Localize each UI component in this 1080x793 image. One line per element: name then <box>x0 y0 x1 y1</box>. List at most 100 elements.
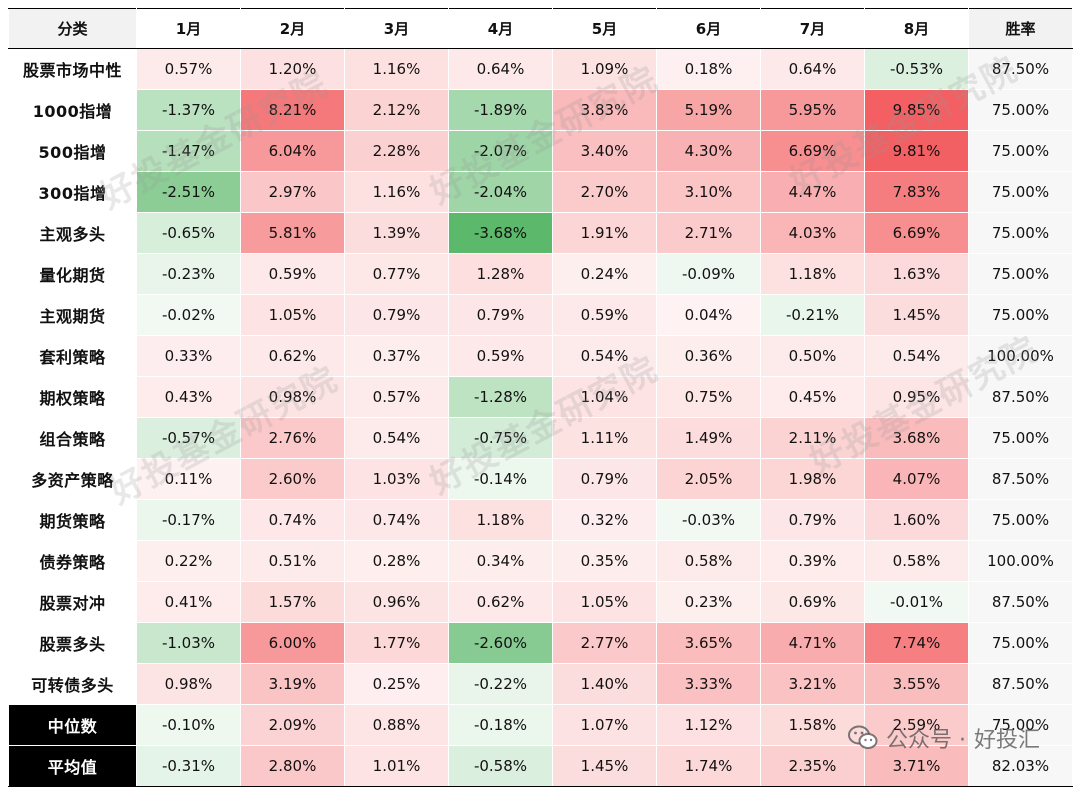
row-label: 主观期货 <box>8 294 137 336</box>
value-cell: 3.10% <box>656 171 761 213</box>
value-cell: -0.22% <box>448 663 553 705</box>
row-label: 期权策略 <box>8 376 137 418</box>
value-cell: 0.43% <box>136 376 241 418</box>
value-cell: 1.60% <box>864 499 969 541</box>
value-cell: 0.54% <box>864 335 969 377</box>
value-cell: 2.12% <box>344 89 449 131</box>
row-label: 套利策略 <box>8 335 137 377</box>
value-cell: 5.95% <box>760 89 865 131</box>
table-row: 1000指增 -1.37% 8.21% 2.12% -1.89% 3.83% 5.19% 5.… <box>8 89 1073 131</box>
value-cell: 0.79% <box>448 294 553 336</box>
value-cell: -1.37% <box>136 89 241 131</box>
value-cell: 4.30% <box>656 130 761 172</box>
header-row: 分类 1月 2月 3月 4月 5月 6月 7月 8月 胜率 <box>8 8 1073 49</box>
value-cell: 0.18% <box>656 48 761 90</box>
header-month: 8月 <box>864 8 969 49</box>
value-cell: 0.35% <box>552 540 657 582</box>
value-cell: 9.85% <box>864 89 969 131</box>
row-label: 中位数 <box>8 704 137 746</box>
header-month: 4月 <box>448 8 553 49</box>
row-label: 多资产策略 <box>8 458 137 500</box>
value-cell: 7.74% <box>864 622 969 664</box>
value-cell: 2.09% <box>240 704 345 746</box>
win-rate-cell: 87.50% <box>968 376 1073 418</box>
table-row: 股票市场中性 0.57% 1.20% 1.16% 0.64% 1.09% 0.18% 0.64… <box>8 48 1073 90</box>
value-cell: 0.96% <box>344 581 449 623</box>
value-cell: -2.04% <box>448 171 553 213</box>
header-month: 7月 <box>760 8 865 49</box>
value-cell: 2.71% <box>656 212 761 254</box>
win-rate-cell: 75.00% <box>968 253 1073 295</box>
value-cell: 2.77% <box>552 622 657 664</box>
header-month: 5月 <box>552 8 657 49</box>
value-cell: -0.02% <box>136 294 241 336</box>
value-cell: 0.59% <box>448 335 553 377</box>
value-cell: 1.40% <box>552 663 657 705</box>
value-cell: 0.95% <box>864 376 969 418</box>
value-cell: 2.70% <box>552 171 657 213</box>
value-cell: -0.10% <box>136 704 241 746</box>
value-cell: -0.01% <box>864 581 969 623</box>
row-label: 股票对冲 <box>8 581 137 623</box>
win-rate-cell: 100.00% <box>968 540 1073 582</box>
row-label: 量化期货 <box>8 253 137 295</box>
value-cell: 1.74% <box>656 745 761 787</box>
row-label: 债券策略 <box>8 540 137 582</box>
value-cell: 0.34% <box>448 540 553 582</box>
value-cell: 1.91% <box>552 212 657 254</box>
value-cell: -0.23% <box>136 253 241 295</box>
value-cell: 0.74% <box>240 499 345 541</box>
value-cell: 0.69% <box>760 581 865 623</box>
value-cell: 0.98% <box>240 376 345 418</box>
table-row: 期货策略 -0.17% 0.74% 0.74% 1.18% 0.32% -0.03% 0.79… <box>8 499 1073 541</box>
value-cell: 1.57% <box>240 581 345 623</box>
value-cell: 1.12% <box>656 704 761 746</box>
row-label: 股票多头 <box>8 622 137 664</box>
value-cell: 4.47% <box>760 171 865 213</box>
value-cell: 2.59% <box>864 704 969 746</box>
row-label: 期货策略 <box>8 499 137 541</box>
header-month: 1月 <box>136 8 241 49</box>
table-body: 股票市场中性 0.57% 1.20% 1.16% 0.64% 1.09% 0.18% 0.64… <box>8 48 1073 787</box>
value-cell: 0.50% <box>760 335 865 377</box>
value-cell: -0.58% <box>448 745 553 787</box>
value-cell: 3.83% <box>552 89 657 131</box>
value-cell: 0.59% <box>240 253 345 295</box>
value-cell: 2.76% <box>240 417 345 459</box>
value-cell: 1.09% <box>552 48 657 90</box>
value-cell: 0.41% <box>136 581 241 623</box>
win-rate-cell: 100.00% <box>968 335 1073 377</box>
header-win-rate: 胜率 <box>968 8 1073 49</box>
table-row: 平均值 -0.31% 2.80% 1.01% -0.58% 1.45% 1.74% 2.35%… <box>8 745 1073 787</box>
win-rate-cell: 87.50% <box>968 663 1073 705</box>
value-cell: 0.36% <box>656 335 761 377</box>
value-cell: 3.55% <box>864 663 969 705</box>
value-cell: 1.04% <box>552 376 657 418</box>
table-row: 多资产策略 0.11% 2.60% 1.03% -0.14% 0.79% 2.05% 1.98… <box>8 458 1073 500</box>
value-cell: 0.59% <box>552 294 657 336</box>
value-cell: 2.35% <box>760 745 865 787</box>
value-cell: 9.81% <box>864 130 969 172</box>
value-cell: -0.31% <box>136 745 241 787</box>
value-cell: 1.16% <box>344 171 449 213</box>
value-cell: -2.51% <box>136 171 241 213</box>
table-row: 可转债多头 0.98% 3.19% 0.25% -0.22% 1.40% 3.33% 3.21… <box>8 663 1073 705</box>
value-cell: 2.97% <box>240 171 345 213</box>
value-cell: 1.03% <box>344 458 449 500</box>
value-cell: 3.33% <box>656 663 761 705</box>
value-cell: 7.83% <box>864 171 969 213</box>
value-cell: 0.33% <box>136 335 241 377</box>
row-label: 平均值 <box>8 745 137 787</box>
value-cell: 0.75% <box>656 376 761 418</box>
win-rate-cell: 75.00% <box>968 417 1073 459</box>
table-row: 股票对冲 0.41% 1.57% 0.96% 0.62% 1.05% 0.23% 0.69% -… <box>8 581 1073 623</box>
value-cell: -1.89% <box>448 89 553 131</box>
value-cell: 1.63% <box>864 253 969 295</box>
value-cell: 0.64% <box>448 48 553 90</box>
value-cell: 1.58% <box>760 704 865 746</box>
win-rate-cell: 82.03% <box>968 745 1073 787</box>
value-cell: -1.47% <box>136 130 241 172</box>
value-cell: 1.39% <box>344 212 449 254</box>
value-cell: 1.07% <box>552 704 657 746</box>
value-cell: 0.57% <box>136 48 241 90</box>
